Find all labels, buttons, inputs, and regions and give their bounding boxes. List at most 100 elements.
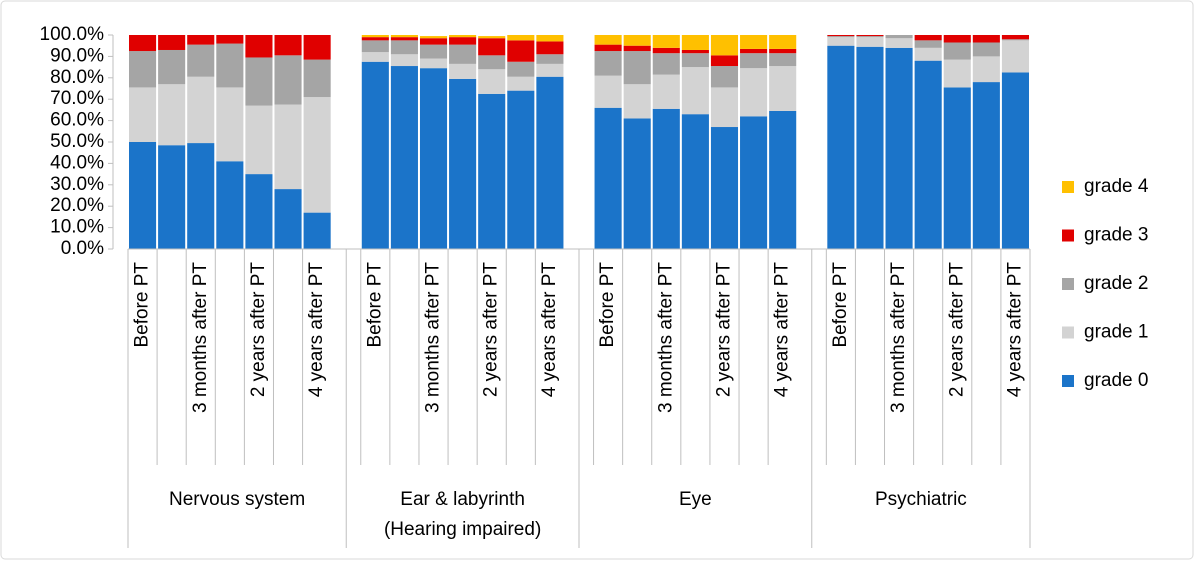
x-tick-label: 2 years after PT (248, 262, 269, 398)
bar-segment (536, 54, 564, 64)
group-label: (Hearing impaired) (384, 519, 541, 540)
bar-segment (187, 143, 215, 249)
bar-segment (652, 74, 680, 109)
bar-segment (187, 35, 215, 45)
bar-segment (594, 44, 622, 52)
bar-segment (449, 44, 477, 64)
bar-segment (1001, 39, 1029, 41)
legend-swatch (1062, 181, 1074, 193)
bar-segment (361, 40, 389, 53)
group-label: Psychiatric (875, 489, 967, 510)
x-tick-label: 2 years after PT (946, 262, 967, 398)
bar-segment (681, 114, 709, 250)
bar-segment (856, 36, 884, 38)
bar-segment (187, 76, 215, 144)
bar-segment (361, 37, 389, 41)
x-tick-label: 4 years after PT (306, 262, 327, 398)
bar-segment (594, 51, 622, 76)
bar-segment (419, 38, 448, 45)
bar-segment (274, 189, 302, 249)
bar-segment (390, 35, 418, 38)
bar-segment (361, 61, 389, 249)
bar-segment (710, 35, 739, 56)
bar-segment (856, 46, 884, 249)
bar-segment (885, 35, 913, 39)
x-tick-label: 2 years after PT (713, 262, 734, 398)
x-tick-label: 4 years after PT (1004, 262, 1025, 398)
group-label: Nervous system (169, 489, 305, 510)
bar-segment (710, 66, 739, 88)
legend-label: grade 1 (1084, 322, 1148, 343)
x-tick-label: 3 months after PT (655, 262, 676, 413)
y-tick-label: 40.0% (50, 152, 104, 173)
legend-swatch (1062, 278, 1074, 290)
bar-segment (216, 43, 244, 88)
bar-segment (536, 63, 564, 77)
bar-segment (419, 58, 448, 69)
y-tick-label: 20.0% (50, 195, 104, 216)
bar-segment (129, 51, 157, 88)
bar-segment (769, 35, 797, 49)
bar-segment (856, 37, 884, 47)
legend-label: grade 2 (1084, 273, 1148, 294)
legend-label: grade 0 (1084, 370, 1148, 391)
bar-segment (507, 61, 535, 77)
bar-segment (972, 35, 1000, 43)
bar-segment (216, 35, 244, 44)
bar-segment (187, 44, 215, 77)
bar-segment (478, 55, 506, 70)
bar-segment (129, 87, 157, 142)
bar-segment (710, 127, 739, 249)
bar-segment (274, 104, 302, 190)
bar-segment (769, 66, 797, 111)
bar-segment (623, 84, 651, 119)
bar-segment (449, 35, 477, 38)
bar-segment (856, 35, 884, 37)
bar-segment (419, 36, 448, 39)
bar-segment (769, 110, 797, 249)
bar-segment (623, 118, 651, 250)
bar-segment (710, 87, 739, 128)
bar-segment (449, 78, 477, 250)
bar-segment (390, 37, 418, 41)
bar-segment (507, 90, 535, 249)
bar-segment (652, 108, 680, 249)
bar-segment (652, 47, 680, 54)
bar-segment (303, 35, 331, 60)
legend-label: grade 3 (1084, 225, 1148, 246)
legend-label: grade 4 (1084, 176, 1149, 197)
bar-segment (769, 48, 797, 54)
bar-segment (914, 40, 942, 48)
y-tick-label: 70.0% (50, 88, 104, 109)
bar-segment (740, 116, 768, 249)
group-label: Eye (679, 489, 712, 510)
y-tick-label: 90.0% (50, 45, 104, 66)
bar-segment (216, 161, 244, 249)
bar-segment (710, 55, 739, 67)
bar-segment (507, 35, 535, 41)
bar-segment (972, 42, 1000, 57)
x-tick-label: 3 months after PT (190, 262, 211, 413)
x-tick-label: Before PT (597, 262, 618, 348)
bar-segment (536, 76, 564, 249)
bar-segment (245, 35, 273, 58)
bar-segment (507, 40, 535, 62)
bar-segment (1001, 35, 1029, 40)
x-tick-label: Before PT (132, 262, 153, 348)
legend-swatch (1062, 229, 1074, 242)
bar-segment (245, 57, 273, 106)
x-tick-label: 3 months after PT (423, 262, 444, 413)
y-tick-label: 30.0% (50, 174, 104, 195)
bar-segment (449, 63, 477, 79)
legend-swatch (1062, 326, 1074, 339)
bar-segment (652, 53, 680, 75)
bar-segment (419, 68, 448, 249)
x-tick-label: 4 years after PT (539, 262, 560, 398)
bar-segment (507, 76, 535, 91)
bar-segment (681, 67, 709, 115)
bar-segment (740, 53, 768, 69)
y-tick-label: 60.0% (50, 110, 104, 131)
bar-segment (478, 36, 506, 39)
bar-segment (449, 37, 477, 45)
